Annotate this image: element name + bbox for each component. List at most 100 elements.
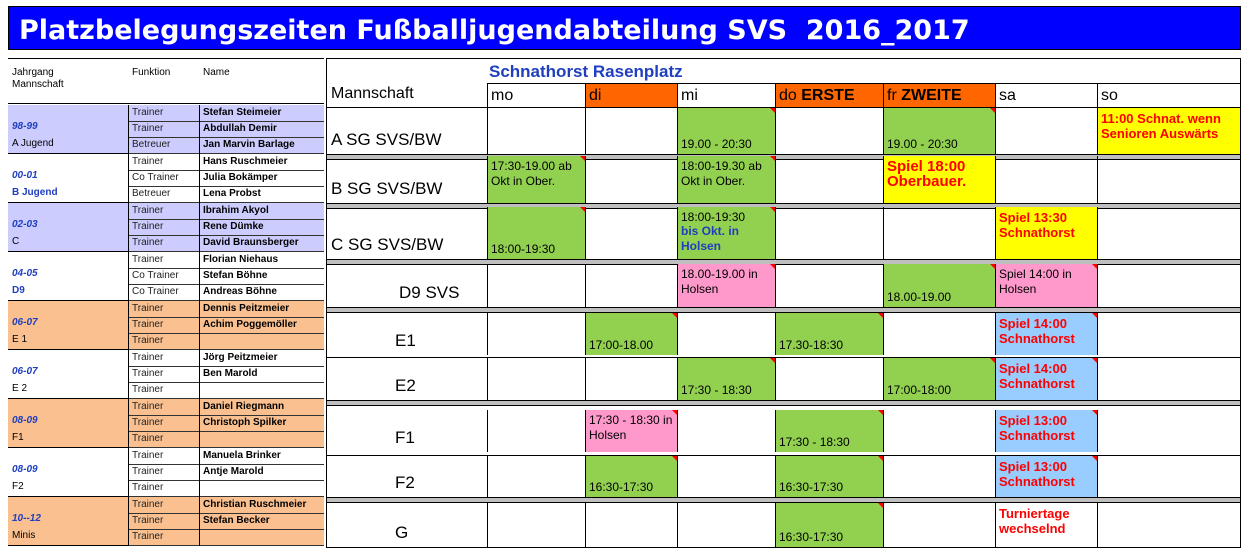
slot-cell: 16:30-17:30: [585, 456, 677, 497]
slot-cell: [677, 410, 775, 452]
slot-text: 18:00-19:30: [681, 210, 746, 224]
row-separator: [327, 400, 1240, 406]
slot-text: Spiel 13:00 Schnathorst: [999, 413, 1075, 443]
slot-cell: Spiel 13:30 Schnathorst: [995, 207, 1097, 259]
slot-cell: Spiel 14:00 Schnathorst: [995, 358, 1097, 400]
page-title: Platzbelegungszeiten Fußballjugendabteil…: [19, 15, 970, 46]
slot-text: 17:00-18.00: [589, 338, 654, 352]
slot-cell: [775, 207, 883, 259]
comment-marker: [770, 156, 775, 161]
roster-funktion: Trainer: [129, 301, 199, 318]
roster-team: Minis: [12, 530, 36, 541]
comment-marker: [1092, 264, 1097, 269]
slot-text: Spiel 13:00 Schnathorst: [999, 459, 1075, 489]
slot-cell: [677, 503, 775, 547]
roster-group: 08-09 F2 Trainer Trainer Trainer Manuela Brin…: [8, 448, 324, 497]
roster-year: 02-03: [12, 219, 38, 230]
roster-funktion: Trainer: [129, 366, 199, 383]
roster-name: [200, 382, 324, 399]
slot-cell: [883, 410, 995, 452]
comment-marker: [878, 456, 883, 461]
roster-funktion: Trainer: [129, 382, 199, 399]
slot-cell: 11:00 Schnat. wenn Senioren Auswärts: [1097, 108, 1240, 154]
slot-cell: 17:30-19.00 ab Okt in Ober.: [487, 156, 585, 203]
roster-funktion: Trainer: [129, 431, 199, 448]
comment-marker: [770, 207, 775, 212]
slot-cell: [585, 503, 677, 547]
slot-cell: Spiel 14:00 Schnathorst: [995, 313, 1097, 355]
day-header-mo: mo: [487, 83, 585, 107]
slot-cell: [1097, 503, 1240, 547]
slot-cell: 18.00-19.00 in Holsen: [677, 264, 775, 307]
slot-text: 17.30-18:30: [779, 338, 844, 352]
roster-year: 04-05: [12, 268, 38, 279]
comment-marker: [1092, 456, 1097, 461]
roster-team: E 1: [12, 334, 28, 345]
slot-cell: [1097, 264, 1240, 307]
slot-cell: [995, 156, 1097, 203]
slot-cell: 17:00-18.00: [585, 313, 677, 355]
roster-funktion-column: Trainer Co Trainer Betreuer: [128, 154, 199, 203]
slot-text: Spiel 13:30 Schnathorst: [999, 210, 1075, 240]
roster-year: 00-01: [12, 170, 38, 181]
roster-name: Andreas Böhne: [200, 284, 324, 301]
roster-funktion: Betreuer: [129, 137, 199, 154]
slot-text: 16:30-17:30: [589, 480, 654, 494]
roster-name: Stefan Böhne: [200, 268, 324, 285]
comment-marker: [990, 108, 995, 113]
roster-name: [200, 480, 324, 497]
comment-marker: [878, 503, 883, 508]
roster-name: Jörg Peitzmeier: [200, 350, 324, 367]
roster-funktion: Trainer: [129, 350, 199, 367]
roster-team: F1: [12, 432, 24, 443]
roster-year-cell: 04-05 D9: [8, 252, 128, 300]
roster-funktion: Trainer: [129, 317, 199, 334]
roster-year: 08-09: [12, 464, 38, 475]
roster-funktion-column: Trainer Trainer Trainer: [128, 350, 199, 399]
comment-marker: [672, 410, 677, 415]
roster-name-column: Stefan Steimeier Abdullah Demir Jan Marvin…: [199, 105, 324, 154]
slot-text: Spiel 14:00 in Holsen: [999, 267, 1072, 296]
slot-text: Spiel 14:00 Schnathorst: [999, 316, 1075, 346]
comment-marker: [1092, 358, 1097, 363]
roster-year-cell: 10--12 Minis: [8, 497, 128, 545]
slot-cell: 19.00 - 20:30: [883, 108, 995, 154]
roster-funktion: Trainer: [129, 154, 199, 171]
team-label: F2: [395, 473, 415, 492]
day-prefix: so: [1101, 87, 1118, 104]
slot-cell: [883, 456, 995, 497]
roster-funktion: Co Trainer: [129, 284, 199, 301]
team-label: A SG SVS/BW: [331, 130, 442, 149]
roster-name: Julia Bokämper: [200, 170, 324, 187]
day-prefix: fr: [887, 87, 897, 104]
slot-cell: [1097, 313, 1240, 355]
slot-cell: 17:30 - 18:30: [775, 410, 883, 452]
roster-year: 08-09: [12, 415, 38, 426]
roster-header-jahrgang-line1: Jahrgang: [12, 67, 54, 78]
roster-funktion: Trainer: [129, 219, 199, 236]
roster-name: David Braunsberger: [200, 235, 324, 252]
slot-cell: Spiel 18:00 Oberbauer.: [883, 156, 995, 203]
roster-name: [200, 333, 324, 350]
team-label: E1: [395, 331, 416, 350]
team-label: B SG SVS/BW: [331, 179, 443, 198]
slot-cell: 16:30-17:30: [775, 456, 883, 497]
slot-cell: Turniertage wechselnd: [995, 503, 1097, 547]
roster-name: Daniel Riegmann: [200, 399, 324, 416]
roster-funktion: Trainer: [129, 399, 199, 416]
roster-group: 02-03 C Trainer Trainer Trainer Ibrahim Akyol…: [8, 203, 324, 252]
roster-group: 08-09 F1 Trainer Trainer Trainer Daniel Riegm…: [8, 399, 324, 448]
roster-name-column: Hans Ruschmeier Julia Bokämper Lena Probst: [199, 154, 324, 203]
comment-marker: [878, 410, 883, 415]
slot-cell: [487, 358, 585, 400]
roster-name: Antje Marold: [200, 464, 324, 481]
roster-team: E 2: [12, 383, 28, 394]
roster-group: 04-05 D9 Trainer Co Trainer Co Trainer Floria…: [8, 252, 324, 301]
slot-text: 17:30-19.00 ab Okt in Ober.: [491, 159, 572, 188]
comment-marker: [580, 156, 585, 161]
slot-cell: [585, 358, 677, 400]
slot-cell: 17.30-18:30: [775, 313, 883, 355]
roster-year: 06-07: [12, 366, 38, 377]
roster-year: 98-99: [12, 121, 38, 132]
slot-cell: [775, 358, 883, 400]
